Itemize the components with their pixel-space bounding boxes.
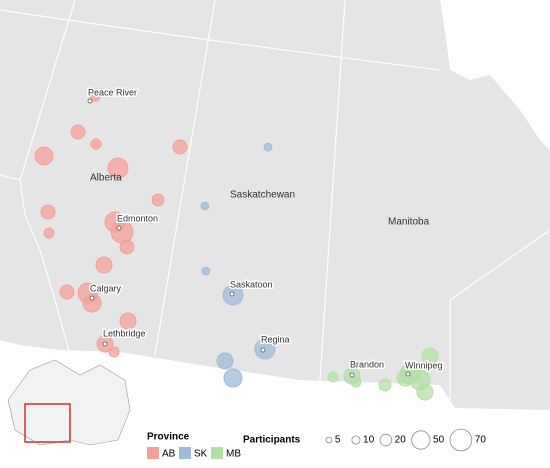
bubbles [34, 88, 439, 401]
legend-label: SK [194, 449, 208, 460]
city-label: Brandon [350, 359, 384, 369]
inset-map [7, 359, 131, 446]
city-dot [349, 372, 355, 378]
legend-label: MB [226, 449, 241, 460]
site-bubble [350, 376, 362, 388]
city-label: Lethbridge [103, 328, 146, 338]
city-dot [229, 291, 235, 297]
legend-swatch [147, 447, 159, 459]
site-bubble [263, 142, 273, 152]
site-bubble [396, 369, 414, 387]
legend-size [325, 436, 333, 444]
legend-title: Province [147, 432, 190, 443]
site-bubble [201, 266, 211, 276]
site-bubble [416, 383, 434, 401]
city-dot [260, 347, 266, 353]
legend-title: Participants [243, 435, 301, 446]
legend-size-label: 70 [475, 435, 487, 446]
land [0, 0, 550, 410]
region-label: Manitoba [388, 217, 430, 228]
site-bubble [90, 138, 102, 150]
legend-size-label: 20 [395, 435, 407, 446]
city-dot [102, 341, 108, 347]
site-bubble [88, 88, 102, 102]
site-bubble [327, 371, 339, 383]
site-bubble [70, 124, 86, 140]
site-bubble [151, 193, 165, 207]
legend-size [351, 435, 361, 445]
site-bubble [59, 284, 75, 300]
site-bubble [107, 157, 129, 179]
city-dot [89, 295, 95, 301]
site-bubble [172, 139, 188, 155]
site-bubble [421, 347, 439, 365]
legend-size-label: 10 [363, 435, 375, 446]
site-bubble [40, 204, 56, 220]
city-label: Saskatoon [230, 279, 273, 289]
legend-size-label: 5 [335, 435, 341, 446]
legend-size [449, 428, 473, 452]
site-bubble [108, 346, 120, 358]
borders [0, 0, 550, 405]
city-dot [405, 371, 411, 377]
legend-swatch [179, 447, 191, 459]
site-bubble [378, 378, 392, 392]
site-bubble [110, 220, 134, 244]
legend-size [411, 430, 431, 450]
site-bubble [43, 227, 55, 239]
site-bubble [119, 239, 135, 255]
city-label: Calgary [90, 283, 122, 293]
site-bubble [119, 312, 137, 330]
city-dot [87, 98, 93, 104]
legend-swatch [211, 447, 223, 459]
city-label: Peace River [88, 87, 137, 97]
city-label: Edmonton [117, 213, 158, 223]
site-bubble [34, 146, 54, 166]
legend-label: AB [162, 449, 176, 460]
city-dot [116, 225, 122, 231]
site-bubble [223, 368, 243, 388]
city-label: Regina [261, 334, 290, 344]
site-bubble [95, 256, 113, 274]
legend-size-label: 50 [433, 435, 445, 446]
site-bubble [216, 352, 234, 370]
labels: Alberta Saskatchewan Manitoba Peace River Ed… [87, 86, 444, 378]
site-bubble [82, 293, 102, 313]
city-label: Winnipeg [405, 360, 443, 370]
region-label: Alberta [90, 173, 122, 184]
legend-size [379, 433, 393, 447]
site-bubble [200, 201, 210, 211]
region-label: Saskatchewan [230, 190, 295, 201]
